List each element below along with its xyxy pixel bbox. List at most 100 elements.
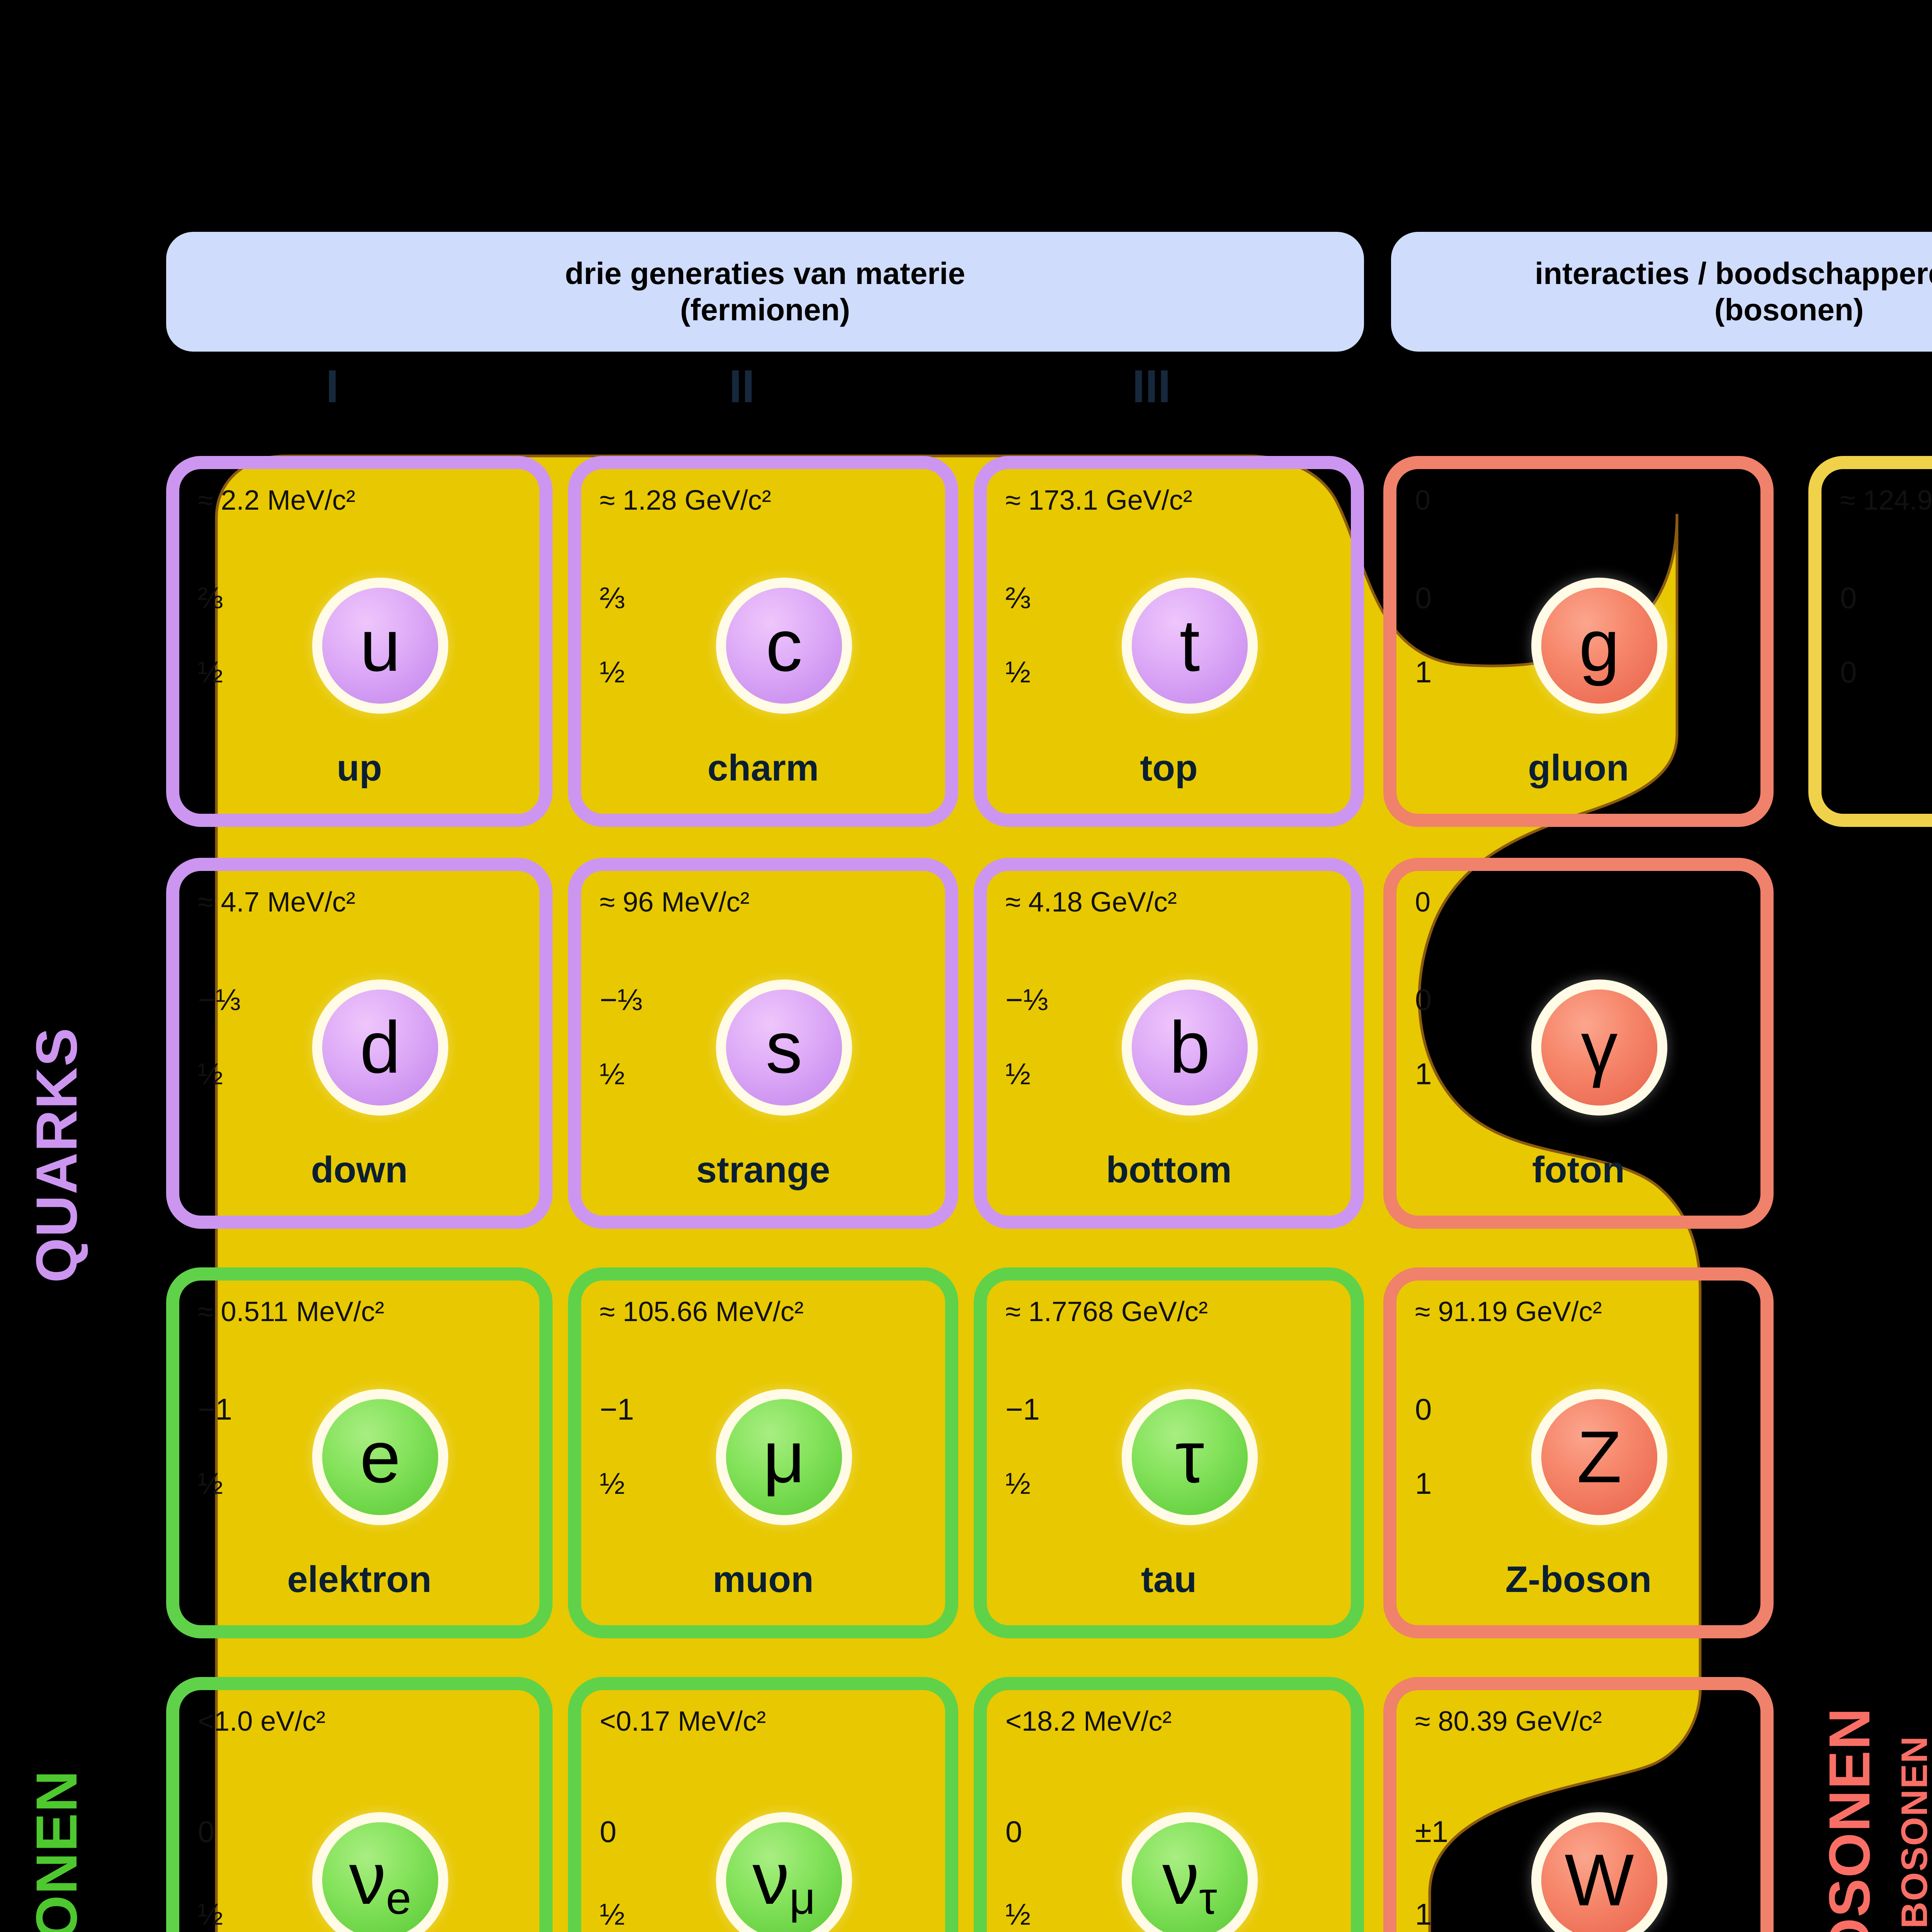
particle-mass-higgs: ≈ 124.97 GeV/c² — [1840, 485, 1932, 516]
particle-symbol-glyph-electron: e — [360, 1416, 401, 1498]
particle-spin-muon: ½ — [600, 1466, 625, 1500]
particle-symbol-disc-electron: e — [322, 1399, 438, 1515]
header-bosons-line1: interacties / boodschapperdeeltjes — [1535, 256, 1932, 291]
particle-symbol-disc-gluon: g — [1541, 588, 1657, 704]
particle-symbol-zboson: Z — [1577, 1415, 1622, 1499]
particle-charge-photon: 0 — [1415, 983, 1432, 1017]
particle-symbol-glyph-charm: c — [765, 605, 803, 687]
particle-symbol-tau: τ — [1175, 1415, 1204, 1499]
particle-mass-photon: 0 — [1415, 887, 1431, 918]
particle-cell-photon[interactable]: 0 0 1 γ foton — [1383, 858, 1774, 1229]
generation-label-2: II — [729, 361, 755, 412]
particle-charge-strange: −⅓ — [600, 983, 643, 1017]
particle-spin-enu: ½ — [198, 1897, 223, 1931]
particle-name-line1-muon: muon — [713, 1559, 814, 1600]
particle-spin-tau: ½ — [1005, 1466, 1031, 1500]
particle-cell-up[interactable]: ≈ 2.2 MeV/c² ⅔ ½ u up — [166, 456, 553, 827]
particle-name-line1-charm: charm — [707, 747, 819, 789]
header-fermions-line1: drie generaties van materie — [565, 256, 966, 291]
particle-mass-bottom: ≈ 4.18 GeV/c² — [1005, 887, 1177, 918]
family-label-leptons: LEPTONEN — [24, 1769, 89, 1932]
particle-symbol-glyph-muon: μ — [763, 1416, 805, 1498]
particle-mass-strange: ≈ 96 MeV/c² — [600, 887, 750, 918]
particle-mass-top: ≈ 173.1 GeV/c² — [1005, 485, 1192, 516]
particle-name-line1-photon: foton — [1532, 1149, 1625, 1190]
particle-name-line1-gluon: gluon — [1528, 747, 1629, 789]
particle-cell-strange[interactable]: ≈ 96 MeV/c² −⅓ ½ s strange — [568, 858, 958, 1229]
particle-symbol-disc-charm: c — [726, 588, 842, 704]
particle-symbol-glyph-enu: ν — [349, 1837, 386, 1920]
particle-charge-electron: −1 — [198, 1392, 232, 1426]
particle-mass-muon: ≈ 105.66 MeV/c² — [600, 1296, 804, 1327]
particle-charge-gluon: 0 — [1415, 581, 1432, 615]
particle-cell-higgs[interactable]: ≈ 124.97 GeV/c²00Hhiggs — [1808, 456, 1932, 827]
particle-symbol-photon: γ — [1581, 1005, 1618, 1090]
particle-symbol-glyph-up: u — [360, 605, 401, 687]
particle-mass-gluon: 0 — [1415, 485, 1431, 516]
particle-cell-gluon[interactable]: 0 0 1 g gluon — [1383, 456, 1774, 827]
particle-cell-bottom[interactable]: ≈ 4.18 GeV/c² −⅓ ½ b bottom — [974, 858, 1364, 1229]
particle-name-line1-electron: elektron — [287, 1559, 432, 1600]
particle-name-photon: foton — [1396, 1151, 1760, 1189]
particle-name-line1-down: down — [311, 1149, 408, 1190]
particle-mass-enu: <1.0 eV/c² — [198, 1706, 326, 1737]
particle-spin-electron: ½ — [198, 1466, 223, 1500]
particle-cell-top[interactable]: ≈ 173.1 GeV/c² ⅔ ½ t top — [974, 456, 1364, 827]
particle-name-line1-higgs: higgs — [1821, 749, 1932, 787]
particle-name-line1-strange: strange — [696, 1149, 830, 1190]
particle-spin-taunu: ½ — [1005, 1897, 1031, 1931]
particle-symbol-enu: νe — [349, 1837, 412, 1924]
particle-symbol-charm: c — [766, 604, 803, 688]
particle-spin-strange: ½ — [600, 1057, 625, 1091]
particle-charge-munu: 0 — [600, 1815, 617, 1849]
particle-spin-munu: ½ — [600, 1897, 625, 1931]
particle-symbol-disc-down: d — [322, 990, 438, 1105]
particle-symbol-subscript-taunu: τ — [1199, 1872, 1217, 1923]
particle-cell-muon[interactable]: ≈ 105.66 MeV/c² −1 ½ μ muon — [568, 1267, 958, 1638]
particle-symbol-disc-tau: τ — [1132, 1399, 1248, 1515]
particle-cell-wboson[interactable]: ≈ 80.39 GeV/c²±11WW-boson — [1383, 1677, 1774, 1932]
particle-spin-charm: ½ — [600, 655, 625, 689]
family-label-quarks: QUARKS — [24, 1027, 89, 1283]
particle-charge-top: ⅔ — [1005, 581, 1031, 615]
particle-cell-tau[interactable]: ≈ 1.7768 GeV/c² −1 ½ τ tau — [974, 1267, 1364, 1638]
particle-symbol-glyph-strange: s — [765, 1007, 803, 1088]
particle-name-bottom: bottom — [987, 1151, 1351, 1189]
particle-cell-down[interactable]: ≈ 4.7 MeV/c² −⅓ ½ d down — [166, 858, 553, 1229]
particle-symbol-gluon: g — [1579, 604, 1620, 688]
particle-charge-up: ⅔ — [198, 581, 223, 615]
particle-charge-wboson: ±1 — [1415, 1815, 1449, 1849]
particle-symbol-disc-bottom: b — [1132, 990, 1248, 1105]
particle-symbol-disc-zboson: Z — [1541, 1399, 1657, 1515]
particle-symbol-subscript-munu: μ — [789, 1872, 816, 1923]
particle-name-up: up — [179, 749, 539, 787]
particle-charge-taunu: 0 — [1005, 1815, 1022, 1849]
particle-symbol-glyph-zboson: Z — [1577, 1416, 1622, 1498]
particle-symbol-glyph-photon: γ — [1581, 1007, 1618, 1088]
particle-symbol-muon: μ — [763, 1415, 805, 1499]
particle-mass-down: ≈ 4.7 MeV/c² — [198, 887, 355, 918]
family-label-vector-bosons: VECTOR BOSONEN — [1894, 1735, 1932, 1932]
particle-cell-electron[interactable]: ≈ 0.511 MeV/c² −1 ½ e elektron — [166, 1267, 553, 1638]
particle-mass-wboson: ≈ 80.39 GeV/c² — [1415, 1706, 1602, 1737]
particle-name-line1-tau: tau — [1141, 1559, 1197, 1600]
particle-charge-down: −⅓ — [198, 983, 241, 1017]
particle-charge-zboson: 0 — [1415, 1392, 1432, 1426]
particle-cell-charm[interactable]: ≈ 1.28 GeV/c² ⅔ ½ c charm — [568, 456, 958, 827]
particle-symbol-disc-strange: s — [726, 990, 842, 1105]
particle-symbol-taunu: ντ — [1162, 1837, 1217, 1924]
particle-cell-zboson[interactable]: ≈ 91.19 GeV/c² 0 1 Z Z-boson — [1383, 1267, 1774, 1638]
particle-symbol-wboson: W — [1565, 1838, 1634, 1922]
particle-spin-top: ½ — [1005, 655, 1031, 689]
particle-mass-munu: <0.17 MeV/c² — [600, 1706, 766, 1737]
family-label-gauge-bosons: IJKBOSONEN — [1817, 1707, 1882, 1932]
particle-charge-tau: −1 — [1005, 1392, 1040, 1426]
particle-symbol-disc-muon: μ — [726, 1399, 842, 1515]
particle-name-line1-up: up — [337, 747, 382, 789]
particle-symbol-glyph-munu: ν — [752, 1837, 789, 1920]
particle-mass-taunu: <18.2 MeV/c² — [1005, 1706, 1172, 1737]
particle-charge-enu: 0 — [198, 1815, 215, 1849]
